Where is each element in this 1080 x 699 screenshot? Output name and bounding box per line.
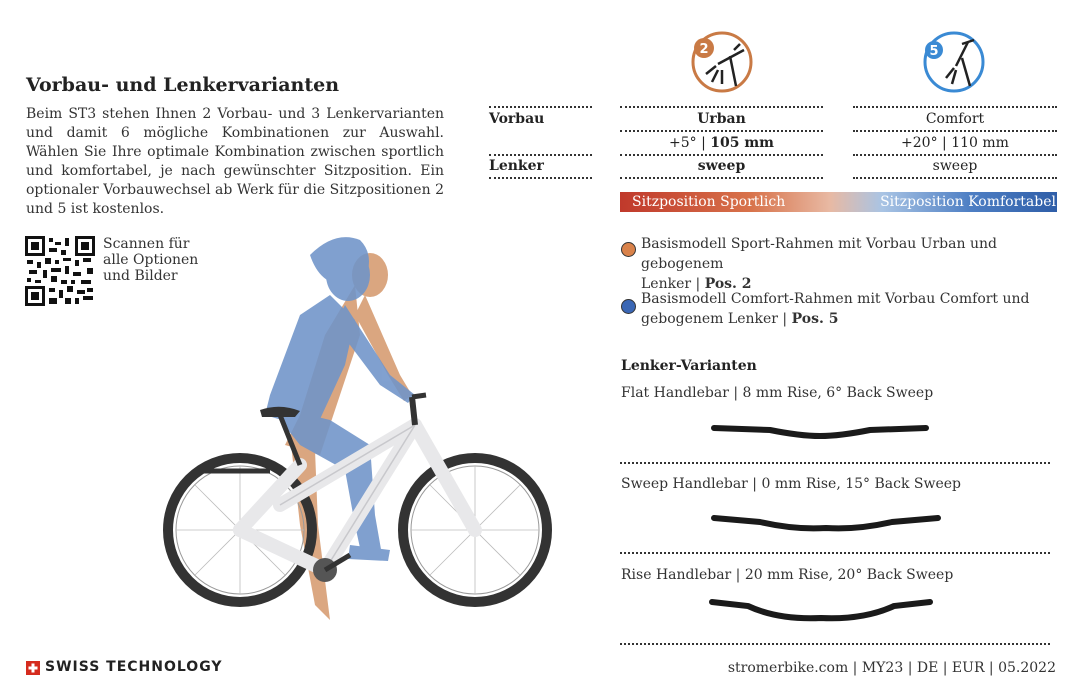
sweep-handlebar-image [711, 515, 941, 532]
bar-comfort: sweep [932, 158, 978, 174]
position-5-icon: 5 [923, 31, 985, 93]
flat-handlebar-image [711, 425, 929, 440]
legend-dot-orange [621, 242, 636, 257]
bar-urban: sweep [697, 158, 746, 174]
handlebar-sweep-label: Sweep Handlebar | 0 mm Rise, 15° Back Sw… [621, 476, 961, 492]
seating-position-scale [620, 192, 1057, 212]
legend-dot-blue [621, 299, 636, 314]
legend-comfort: Basismodell Comfort-Rahmen mit Vorbau Co… [641, 291, 1030, 327]
stem-urban-spec: +5° | 105 mm [669, 135, 774, 151]
row-label-vorbau: Vorbau [489, 111, 545, 127]
handlebar-flat-label: Flat Handlebar | 8 mm Rise, 6° Back Swee… [621, 385, 934, 401]
scale-label-sport: Sitzposition Sportlich [632, 194, 786, 210]
stem-urban: Urban [697, 111, 746, 127]
intro-text: Beim ST3 stehen Ihnen 2 Vorbau- und 3 Le… [26, 106, 444, 217]
qr-code[interactable] [25, 236, 95, 306]
legend-sport: Basismodell Sport-Rahmen mit Vorbau Urba… [641, 236, 997, 292]
page-title: Vorbau- und Lenkervarianten [26, 74, 340, 96]
brand-swiss-technology: SWISS TECHNOLOGY [45, 659, 223, 675]
stem-comfort-spec: +20° | 110 mm [901, 135, 1009, 151]
position-2-icon: 2 [691, 31, 753, 93]
position-2-number: 2 [699, 42, 708, 57]
row-label-lenker: Lenker [489, 158, 544, 174]
handlebar-section-title: Lenker-Varianten [621, 358, 757, 374]
qr-caption: Scannen für alle Optionen und Bilder [103, 236, 199, 284]
rise-handlebar-image [709, 599, 933, 622]
scale-label-comfort: Sitzposition Komfortabel [880, 194, 1056, 210]
footer-meta[interactable]: stromerbike.com | MY23 | DE | EUR | 05.2… [727, 660, 1056, 676]
position-5-number: 5 [929, 44, 938, 59]
swiss-flag-icon [26, 660, 40, 679]
stem-comfort: Comfort [925, 111, 985, 127]
handlebar-rise-label: Rise Handlebar | 20 mm Rise, 20° Back Sw… [621, 567, 954, 583]
bike-rider-illustration [163, 237, 552, 620]
